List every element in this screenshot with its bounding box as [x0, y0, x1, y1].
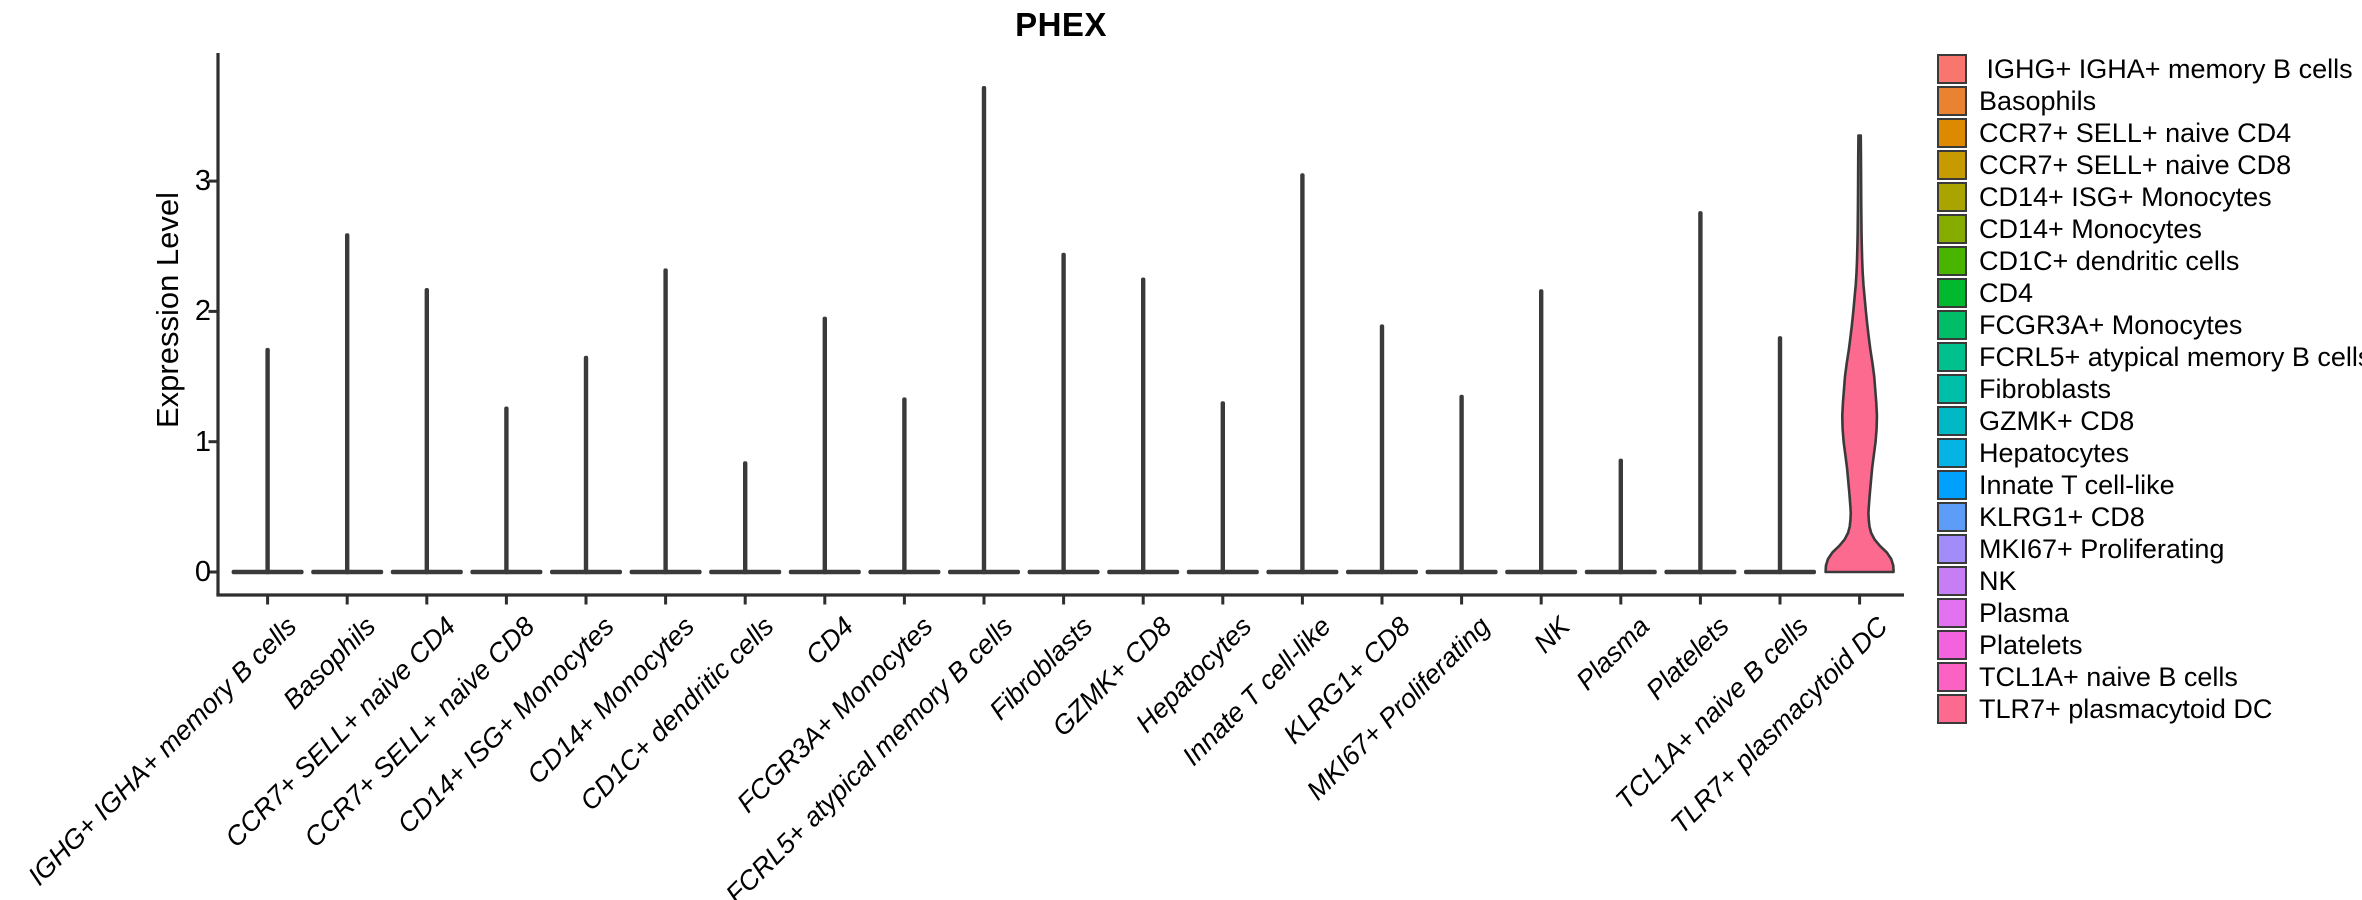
legend-color-swatch [1937, 54, 1967, 84]
violin-spike [1777, 336, 1783, 575]
legend-label: CCR7+ SELL+ naive CD4 [1979, 118, 2292, 148]
legend-item: CCR7+ SELL+ naive CD4 [1937, 117, 2291, 149]
legend-label: TCL1A+ naive B cells [1979, 662, 2238, 692]
legend-label: CCR7+ SELL+ naive CD8 [1979, 150, 2292, 180]
violin-spike [265, 347, 270, 575]
violin-spike [1300, 173, 1305, 575]
legend-label: Innate T cell-like [1979, 470, 2175, 500]
legend-label: GZMK+ CD8 [1979, 406, 2135, 436]
legend-item: Fibroblasts [1937, 373, 2111, 405]
legend-item: CD14+ ISG+ Monocytes [1937, 181, 2272, 213]
legend-label: Hepatocytes [1979, 438, 2130, 468]
legend-item: NK [1937, 565, 2017, 597]
legend-color-swatch [1937, 662, 1967, 692]
violin-spike [1698, 211, 1703, 575]
legend-label: Platelets [1979, 630, 2083, 660]
violin-spike [743, 461, 748, 575]
legend-label: NK [1979, 566, 2017, 596]
legend-color-swatch [1937, 86, 1967, 116]
violin-spike [1539, 289, 1544, 575]
legend-color-swatch [1937, 470, 1967, 500]
legend-color-swatch [1937, 694, 1967, 724]
legend-label: CD1C+ dendritic cells [1979, 246, 2240, 276]
legend-label: KLRG1+ CD8 [1979, 502, 2145, 532]
legend-item: MKI67+ Proliferating [1937, 533, 2224, 565]
legend-color-swatch [1937, 246, 1967, 276]
legend-item: Hepatocytes [1937, 437, 2129, 469]
legend-color-swatch [1937, 598, 1967, 628]
legend-item: TCL1A+ naive B cells [1937, 661, 2238, 693]
legend-color-swatch [1937, 150, 1967, 180]
violin-spike [981, 85, 987, 575]
legend-item: CD14+ Monocytes [1937, 213, 2202, 245]
violin-spike [1220, 401, 1225, 575]
y-tick-label: 0 [194, 556, 211, 588]
y-tick-label: 2 [194, 295, 211, 328]
legend-item: Platelets [1937, 629, 2083, 661]
legend-item: Plasma [1937, 597, 2069, 629]
legend-label: Plasma [1979, 598, 2070, 628]
legend-label: TLR7+ plasmacytoid DC [1979, 694, 2273, 724]
legend-item: IGHG+ IGHA+ memory B cells [1937, 53, 2353, 85]
violin-spike [1379, 324, 1385, 575]
legend-item: KLRG1+ CD8 [1937, 501, 2145, 533]
legend-item: FCGR3A+ Monocytes [1937, 309, 2242, 341]
legend-color-swatch [1937, 214, 1967, 244]
y-tick-label: 1 [194, 425, 211, 458]
legend-color-swatch [1937, 406, 1967, 436]
legend-color-swatch [1937, 342, 1967, 372]
legend-color-swatch [1937, 182, 1967, 212]
legend-label: IGHG+ IGHA+ memory B cells [1979, 54, 2353, 84]
legend-color-swatch [1937, 278, 1967, 308]
violin-spike [345, 233, 350, 575]
legend-item: GZMK+ CD8 [1937, 405, 2134, 437]
violin-spike [504, 406, 509, 575]
violin-spike [1618, 458, 1623, 575]
legend-item: CD4 [1937, 277, 2033, 309]
legend-item: CD1C+ dendritic cells [1937, 245, 2239, 277]
legend-item: Basophils [1937, 85, 2096, 117]
legend-color-swatch [1937, 630, 1967, 660]
violin-spike [1459, 394, 1464, 575]
legend-label: FCGR3A+ Monocytes [1979, 310, 2243, 340]
violin-spike [822, 316, 827, 575]
legend-color-swatch [1937, 118, 1967, 148]
legend-color-swatch [1937, 374, 1967, 404]
legend-color-swatch [1937, 502, 1967, 532]
legend-label: CD14+ Monocytes [1979, 214, 2202, 244]
violin-spike [583, 355, 589, 575]
legend-label: FCRL5+ atypical memory B cells [1979, 342, 2362, 372]
legend-label: CD14+ ISG+ Monocytes [1979, 182, 2272, 212]
violin-spike [663, 268, 668, 575]
legend-item: Innate T cell-like [1937, 469, 2175, 501]
legend-label: Basophils [1979, 86, 2097, 116]
legend-item: TLR7+ plasmacytoid DC [1937, 693, 2272, 725]
violin-spike [424, 287, 429, 575]
legend-color-swatch [1937, 566, 1967, 596]
violin-spike [1061, 252, 1066, 575]
legend-item: FCRL5+ atypical memory B cells [1937, 341, 2362, 373]
legend-color-swatch [1937, 438, 1967, 468]
legend-color-swatch [1937, 310, 1967, 340]
plot-title: PHEX [1015, 6, 1107, 43]
violin-body [1824, 134, 1895, 574]
legend-label: MKI67+ Proliferating [1979, 534, 2225, 564]
violin-spike [1141, 277, 1146, 575]
legend-item: CCR7+ SELL+ naive CD8 [1937, 149, 2291, 181]
legend-label: Fibroblasts [1979, 374, 2112, 404]
legend-label: CD4 [1979, 278, 2034, 308]
legend-color-swatch [1937, 534, 1967, 564]
y-tick-label: 3 [194, 165, 211, 198]
violin-spike [902, 397, 907, 575]
